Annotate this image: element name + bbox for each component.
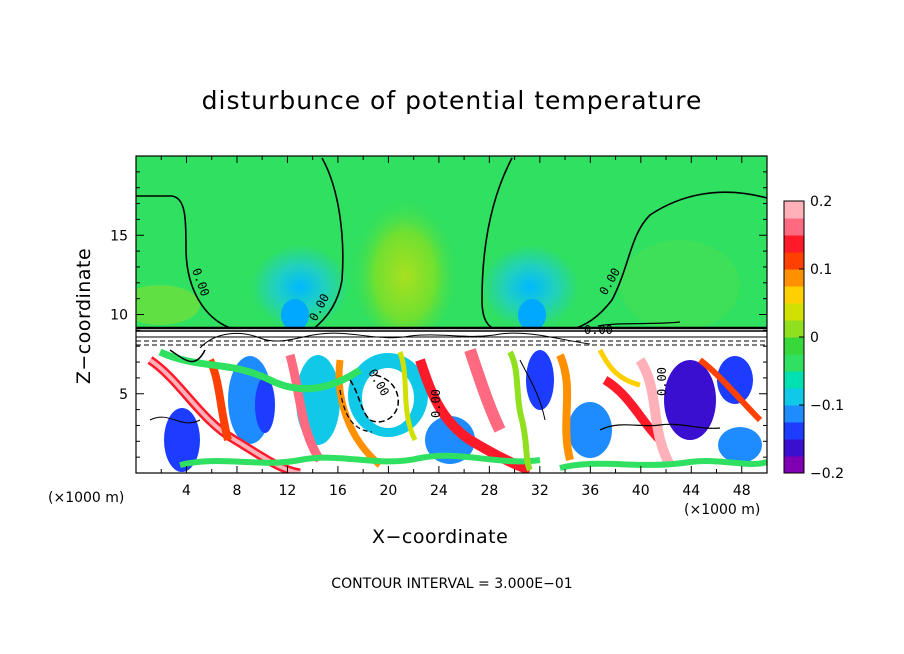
y-tick-label: 10 [110, 308, 128, 324]
colorbar-tick-label: 0.1 [810, 262, 832, 278]
colorbar-swatch [784, 371, 804, 389]
contour-label: 0.00 [655, 367, 669, 396]
colorbar-swatch [784, 456, 804, 474]
colorbar-swatch [784, 405, 804, 423]
colorbar: 0.2 0.1 0 −0.1 −0.2 [783, 194, 844, 482]
x-tick-label: 4 [182, 483, 191, 499]
colorbar-tick-label: −0.2 [810, 466, 844, 482]
colorbar-swatch [784, 218, 804, 236]
colorbar-swatch [784, 337, 804, 355]
x-unit-right: (×1000 m) [684, 502, 761, 518]
colorbar-swatch [784, 235, 804, 253]
contour-label: 0.00 [429, 389, 443, 418]
colorbar-swatch [784, 252, 804, 270]
colorbar-tick-label: 0.2 [810, 194, 832, 210]
contour-label: 0.00 [584, 323, 613, 337]
colorbar-tick-label: −0.1 [810, 398, 844, 414]
x-tick-label: 12 [279, 483, 297, 499]
x-axis-label: X−coordinate [372, 526, 509, 548]
x-tick-label: 32 [531, 483, 549, 499]
colorbar-swatch [784, 439, 804, 457]
y-tick-label: 15 [110, 228, 128, 244]
colorbar-swatch [784, 354, 804, 372]
contour-interval-note: CONTOUR INTERVAL = 3.000E−01 [331, 576, 573, 592]
colorbar-swatch [784, 201, 804, 219]
x-tick-label: 24 [430, 483, 448, 499]
x-unit-left: (×1000 m) [48, 490, 125, 506]
x-tick-label: 48 [733, 483, 751, 499]
colorbar-tick-label: 0 [810, 330, 819, 346]
upper-field [136, 156, 767, 340]
x-tick-label: 8 [232, 483, 241, 499]
lower-field [136, 348, 767, 473]
y-axis: 5 10 15 [110, 171, 767, 458]
x-tick-label: 44 [682, 483, 700, 499]
x-axis: 4 8 12 16 20 24 28 32 36 40 44 48 [160, 156, 751, 499]
colorbar-swatch [784, 320, 804, 338]
colorbar-swatch [784, 286, 804, 304]
chart-title: disturbunce of potential temperature [201, 86, 703, 115]
y-tick-label: 5 [119, 387, 128, 403]
x-tick-label: 16 [329, 483, 347, 499]
x-tick-label: 28 [480, 483, 498, 499]
x-tick-label: 36 [581, 483, 599, 499]
x-tick-label: 20 [379, 483, 397, 499]
colorbar-swatch [784, 303, 804, 321]
interface-band [136, 326, 767, 349]
x-tick-label: 40 [632, 483, 650, 499]
colorbar-swatch [784, 269, 804, 287]
colorbar-swatch [784, 422, 804, 440]
colorbar-swatch [784, 388, 804, 406]
y-axis-label: Z−coordinate [73, 247, 95, 385]
